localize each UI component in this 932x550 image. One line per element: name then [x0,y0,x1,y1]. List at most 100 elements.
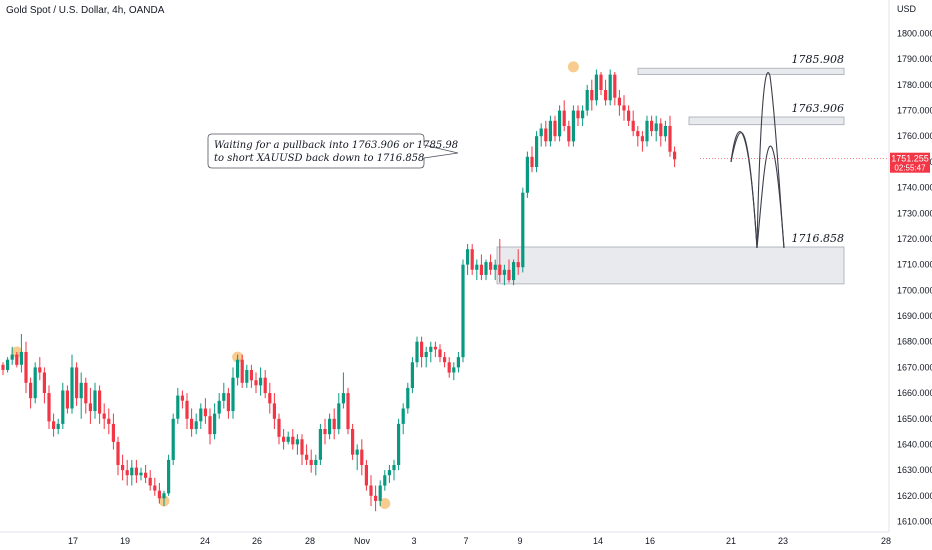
candle-body [576,110,580,119]
candle [461,259,465,363]
candle [535,131,539,173]
candle-body [42,372,46,393]
candle-body [627,110,631,121]
candle [222,382,226,409]
candle [438,344,442,363]
candle-body [378,485,382,501]
candle-body [512,262,516,281]
candle-body [498,264,502,275]
time-tick-label: 28 [305,536,315,546]
pivot-marker [567,61,579,73]
candle-body [374,495,378,501]
candle-body [93,390,97,411]
time-tick-label: 24 [200,536,210,546]
candle [125,459,129,486]
candle-body [456,357,460,368]
candle [401,403,405,435]
candle-body [548,120,552,142]
time-axis[interactable]: 17 19 24 26 28 Nov 3 7 9 14 16 21 23 28 [68,536,891,546]
candle [47,385,51,429]
candle [116,436,120,476]
candle [341,372,345,409]
price-axis[interactable]: 1800.000 1790.000 1780.000 1770.000 1760.000… [897,29,932,527]
pivot-markers [11,61,579,509]
candle-body [443,357,447,363]
candle-body [111,423,115,442]
candle [544,120,548,147]
candle-body [19,352,23,365]
candle [88,387,92,424]
candle-body [52,421,56,429]
price-tick-label: 1800.000 [897,29,932,39]
candle [318,423,322,465]
candle [594,69,598,106]
candle [75,362,79,406]
candle [608,69,612,106]
candle [10,346,14,365]
annotation-callout[interactable] [207,133,459,169]
candle [576,105,580,126]
candle-body [461,264,465,358]
candle-body [144,472,148,478]
candle [226,387,230,419]
candle-body [277,418,281,437]
candle-body [328,418,332,435]
projection-arc-second [756,72,785,249]
candle-body [203,408,207,417]
candle-body [668,126,672,152]
candle-body [530,156,534,168]
candle [291,429,295,450]
candle [493,259,497,281]
candle-body [107,418,111,424]
candle [231,367,235,419]
candle [466,244,470,275]
candle-body [176,395,180,419]
candle [387,465,391,483]
candle [383,470,387,491]
price-tick-label: 1730.000 [897,208,932,218]
candle-body [116,441,120,465]
candle [548,115,552,147]
candle [433,341,437,358]
candle-body [659,123,663,137]
candle-body [84,382,88,404]
candle [6,357,10,373]
candle-body [199,408,203,422]
candle-body [33,367,37,399]
candle [134,459,138,483]
candle [420,336,424,368]
candle [447,357,451,378]
candle [167,454,171,496]
level-label-1763: 1763.906 [792,102,845,115]
candle-body [622,105,626,111]
resistance-zone-top[interactable] [637,67,845,75]
candle-body [47,393,51,422]
candle [484,259,488,281]
support-zone[interactable] [496,246,845,285]
candle-body [139,472,143,476]
candle [272,393,276,429]
candle [452,362,456,381]
candle-body [438,349,442,358]
candle-body [190,418,194,430]
candle-body [475,264,479,270]
candle [65,385,69,414]
candle-body [213,413,217,435]
candle-body [102,413,106,419]
candle-body [38,367,42,373]
last-price-tag[interactable] [890,152,930,173]
level-label-1785: 1785.908 [792,53,845,66]
candle [567,120,571,147]
candle [346,387,350,435]
candle [640,131,644,152]
resistance-zone-mid[interactable] [688,116,845,126]
chart-title: Gold Spot / U.S. Dollar, 4h, OANDA [6,5,165,16]
candle [309,449,313,473]
candle [203,398,207,424]
price-tick-label: 1760.000 [897,131,932,141]
candle-body [61,390,65,424]
candle [525,151,529,198]
candle [305,444,309,465]
candle [364,459,368,491]
